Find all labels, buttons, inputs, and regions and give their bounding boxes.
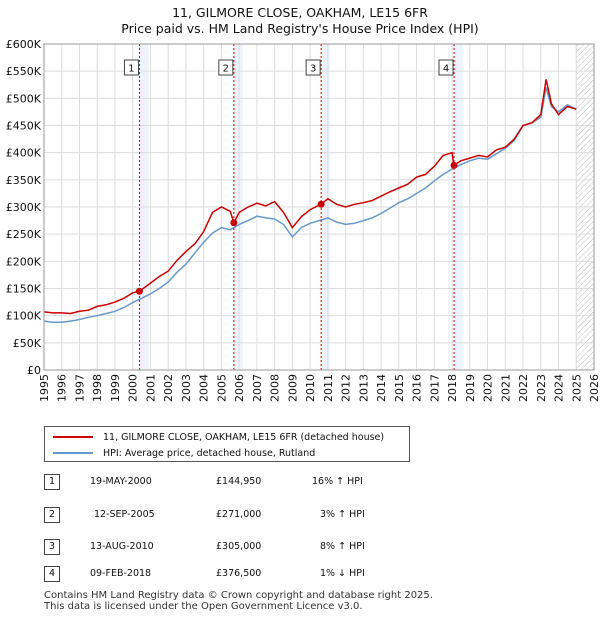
price-chart: £0 £50K £100K £150K £200K £250K £300K £350K £400… bbox=[6, 38, 600, 402]
x-tick-label: 2004 bbox=[198, 374, 211, 402]
x-tick-label: 2008 bbox=[269, 374, 282, 402]
transaction-price: £305,000 bbox=[216, 541, 262, 552]
chart-title: 11, GILMORE CLOSE, OAKHAM, LE15 6FR bbox=[172, 5, 428, 20]
x-tick-label: 2018 bbox=[446, 374, 459, 402]
x-tick-label: 2014 bbox=[375, 374, 388, 402]
transaction-row: 1 19-MAY-2000 £144,950 16% ↑ HPI bbox=[44, 474, 584, 492]
x-tick-label: 1999 bbox=[109, 374, 122, 402]
legend-label-property: 11, GILMORE CLOSE, OAKHAM, LE15 6FR (det… bbox=[103, 431, 385, 443]
x-tick-label: 2025 bbox=[570, 374, 583, 402]
y-tick-label: £200K bbox=[6, 255, 42, 268]
x-tick-label: 2001 bbox=[144, 374, 157, 402]
transaction-price: £376,500 bbox=[216, 568, 262, 579]
transaction-badge: 1 bbox=[44, 474, 60, 490]
y-tick-label: £300K bbox=[6, 201, 42, 214]
sale-label: 1 bbox=[128, 64, 134, 75]
transaction-badge: 4 bbox=[44, 566, 60, 582]
x-tick-label: 2011 bbox=[322, 374, 335, 402]
x-tick-label: 2005 bbox=[215, 374, 228, 402]
x-tick-label: 2013 bbox=[357, 374, 370, 402]
y-tick-label: £400K bbox=[6, 147, 42, 160]
x-tick-label: 1996 bbox=[56, 374, 69, 402]
x-tick-label: 2022 bbox=[517, 374, 530, 402]
legend-swatch-hpi bbox=[53, 452, 93, 454]
transaction-row: 2 12-SEP-2005 £271,000 3% ↑ HPI bbox=[44, 507, 584, 525]
x-tick-label: 2019 bbox=[464, 374, 477, 402]
x-tick-label: 2015 bbox=[393, 374, 406, 402]
x-tick-label: 1997 bbox=[73, 374, 86, 402]
x-tick-label: 2000 bbox=[127, 374, 140, 402]
chart-subtitle: Price paid vs. HM Land Registry's House … bbox=[121, 21, 479, 36]
sale-label-box bbox=[305, 59, 321, 76]
transaction-hpi: 1% ↓ HPI bbox=[320, 568, 365, 579]
x-tick-label: 2026 bbox=[588, 374, 600, 402]
sale-point bbox=[230, 219, 238, 227]
x-tick-label: 2012 bbox=[340, 374, 353, 402]
sale-point bbox=[135, 287, 143, 295]
transaction-date: 09-FEB-2018 bbox=[90, 568, 152, 579]
transaction-hpi: 16% ↑ HPI bbox=[312, 476, 363, 487]
footer-copyright: Contains HM Land Registry data © Crown c… bbox=[44, 590, 433, 601]
transaction-row: 3 13-AUG-2010 £305,000 8% ↑ HPI bbox=[44, 539, 584, 557]
transaction-badge: 2 bbox=[44, 507, 60, 523]
x-tick-label: 2007 bbox=[251, 374, 264, 402]
sale-label: 3 bbox=[310, 64, 316, 75]
x-tick-label: 2021 bbox=[499, 374, 512, 402]
y-tick-label: £500K bbox=[6, 92, 42, 105]
x-tick-label: 2002 bbox=[162, 374, 175, 402]
y-tick-label: £150K bbox=[6, 283, 42, 296]
transaction-row: 4 09-FEB-2018 £376,500 1% ↓ HPI bbox=[44, 566, 584, 584]
y-tick-label: £250K bbox=[6, 228, 42, 241]
sale-point bbox=[450, 161, 458, 169]
x-tick-label: 2010 bbox=[304, 374, 317, 402]
y-tick-label: £600K bbox=[6, 38, 42, 51]
sale-label-box bbox=[123, 59, 139, 76]
transaction-date: 12-SEP-2005 bbox=[94, 509, 155, 520]
x-tick-label: 2016 bbox=[411, 374, 424, 402]
footer-licence: This data is licensed under the Open Gov… bbox=[44, 601, 363, 612]
x-tick-label: 2024 bbox=[553, 374, 566, 402]
transaction-date: 19-MAY-2000 bbox=[90, 476, 152, 487]
legend-item-property: 11, GILMORE CLOSE, OAKHAM, LE15 6FR (det… bbox=[53, 429, 384, 445]
transaction-price: £144,950 bbox=[216, 476, 262, 487]
y-tick-label: £100K bbox=[6, 310, 42, 323]
y-tick-label: £450K bbox=[6, 120, 42, 133]
series-line bbox=[43, 87, 577, 323]
sale-label: 4 bbox=[443, 64, 449, 75]
x-tick-label: 2006 bbox=[233, 374, 246, 402]
y-tick-label: £350K bbox=[6, 174, 42, 187]
x-tick-label: 1998 bbox=[91, 374, 104, 402]
legend-label-hpi: HPI: Average price, detached house, Rutl… bbox=[103, 447, 316, 459]
sale-label-box bbox=[438, 59, 454, 76]
transaction-badge: 3 bbox=[44, 539, 60, 555]
x-tick-label: 2009 bbox=[286, 374, 299, 402]
y-tick-label: £550K bbox=[6, 65, 42, 78]
x-tick-label: 2017 bbox=[428, 374, 441, 402]
y-tick-label: £0 bbox=[27, 364, 41, 377]
legend-swatch-property bbox=[53, 436, 93, 438]
x-tick-label: 1995 bbox=[38, 374, 51, 402]
x-tick-label: 2003 bbox=[180, 374, 193, 402]
transaction-hpi: 8% ↑ HPI bbox=[320, 541, 365, 552]
x-tick-label: 2023 bbox=[535, 374, 548, 402]
transaction-date: 13-AUG-2010 bbox=[90, 541, 154, 552]
sale-label-box bbox=[218, 59, 234, 76]
chart-legend: 11, GILMORE CLOSE, OAKHAM, LE15 6FR (det… bbox=[44, 426, 410, 462]
sale-label: 2 bbox=[223, 64, 229, 75]
transaction-price: £271,000 bbox=[216, 509, 262, 520]
x-tick-label: 2020 bbox=[482, 374, 495, 402]
sale-point bbox=[317, 200, 325, 208]
y-tick-label: £50K bbox=[13, 337, 42, 350]
plot-frame bbox=[43, 43, 595, 371]
legend-item-hpi: HPI: Average price, detached house, Rutl… bbox=[53, 445, 315, 461]
transaction-hpi: 3% ↑ HPI bbox=[320, 509, 365, 520]
